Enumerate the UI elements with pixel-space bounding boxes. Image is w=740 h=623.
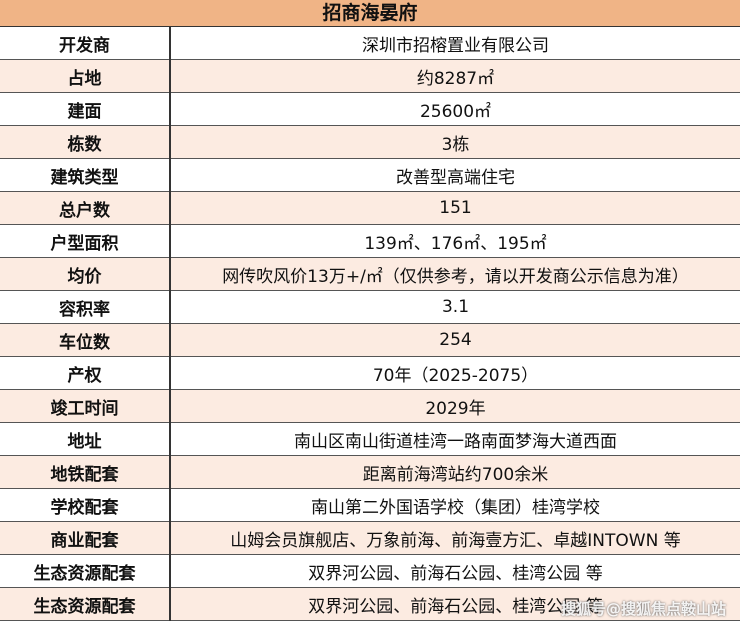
row-value: 南山第二外国语学校（集团）桂湾学校 xyxy=(170,488,740,522)
table-row: 地址 南山区南山街道桂湾一路南面梦海大道西面 xyxy=(0,422,740,456)
row-label: 生态资源配套 xyxy=(0,587,171,621)
row-value: 70年（2025-2075） xyxy=(170,356,740,390)
row-label: 占地 xyxy=(0,59,171,93)
row-value: 254 xyxy=(170,323,740,357)
row-label: 容积率 xyxy=(0,290,171,324)
table-row: 学校配套 南山第二外国语学校（集团）桂湾学校 xyxy=(0,488,740,522)
row-label: 户型面积 xyxy=(0,224,171,258)
row-label: 地铁配套 xyxy=(0,455,171,489)
table-row: 栋数 3栋 xyxy=(0,125,740,159)
row-value: 山姆会员旗舰店、万象前海、前海壹方汇、卓越INTOWN 等 xyxy=(170,521,740,555)
row-value: 深圳市招榕置业有限公司 xyxy=(170,27,740,60)
table-row: 地铁配套 距离前海湾站约700余米 xyxy=(0,455,740,489)
row-label: 竣工时间 xyxy=(0,389,171,423)
row-label: 栋数 xyxy=(0,125,171,159)
row-value: 2029年 xyxy=(170,389,740,423)
row-label: 地址 xyxy=(0,422,171,456)
row-value: 约8287㎡ xyxy=(170,59,740,93)
row-label: 学校配套 xyxy=(0,488,171,522)
table-row: 总户数 151 xyxy=(0,191,740,225)
row-value: 25600㎡ xyxy=(170,92,740,126)
table-title: 招商海晏府 xyxy=(0,0,740,27)
row-value: 3.1 xyxy=(170,290,740,324)
table-row: 产权 70年（2025-2075） xyxy=(0,356,740,390)
row-value: 南山区南山街道桂湾一路南面梦海大道西面 xyxy=(170,422,740,456)
row-value: 151 xyxy=(170,191,740,225)
table-row: 占地 约8287㎡ xyxy=(0,59,740,93)
table-row: 建面 25600㎡ xyxy=(0,92,740,126)
table-row: 建筑类型 改善型高端住宅 xyxy=(0,158,740,192)
table-row: 商业配套 山姆会员旗舰店、万象前海、前海壹方汇、卓越INTOWN 等 xyxy=(0,521,740,555)
table-row: 均价 网传吹风价13万+/㎡（仅供参考，请以开发商公示信息为准） xyxy=(0,257,740,291)
row-label: 均价 xyxy=(0,257,171,291)
row-label: 产权 xyxy=(0,356,171,390)
row-value: 网传吹风价13万+/㎡（仅供参考，请以开发商公示信息为准） xyxy=(170,257,740,291)
table-row: 户型面积 139㎡、176㎡、195㎡ xyxy=(0,224,740,258)
row-label: 总户数 xyxy=(0,191,171,225)
row-label: 开发商 xyxy=(0,27,171,60)
row-value: 改善型高端住宅 xyxy=(170,158,740,192)
table-row: 生态资源配套 双界河公园、前海石公园、桂湾公园 等 xyxy=(0,554,740,588)
row-label: 车位数 xyxy=(0,323,171,357)
row-value: 双界河公园、前海石公园、桂湾公园 等 xyxy=(170,587,740,621)
info-table: 开发商 深圳市招榕置业有限公司 占地 约8287㎡ 建面 25600㎡ 栋数 3栋 建筑类型 改善… xyxy=(0,27,740,621)
table-row: 生态资源配套 双界河公园、前海石公园、桂湾公园 等 xyxy=(0,587,740,621)
row-value: 3栋 xyxy=(170,125,740,159)
row-label: 建筑类型 xyxy=(0,158,171,192)
row-value: 139㎡、176㎡、195㎡ xyxy=(170,224,740,258)
watermark: 搜狐号@搜狐焦点鞍山站 xyxy=(560,600,726,618)
table-row: 开发商 深圳市招榕置业有限公司 xyxy=(0,27,740,60)
table-row: 车位数 254 xyxy=(0,323,740,357)
table-row: 竣工时间 2029年 xyxy=(0,389,740,423)
row-label: 商业配套 xyxy=(0,521,171,555)
row-label: 生态资源配套 xyxy=(0,554,171,588)
row-label: 建面 xyxy=(0,92,171,126)
row-value: 双界河公园、前海石公园、桂湾公园 等 xyxy=(170,554,740,588)
row-value: 距离前海湾站约700余米 xyxy=(170,455,740,489)
table-row: 容积率 3.1 xyxy=(0,290,740,324)
